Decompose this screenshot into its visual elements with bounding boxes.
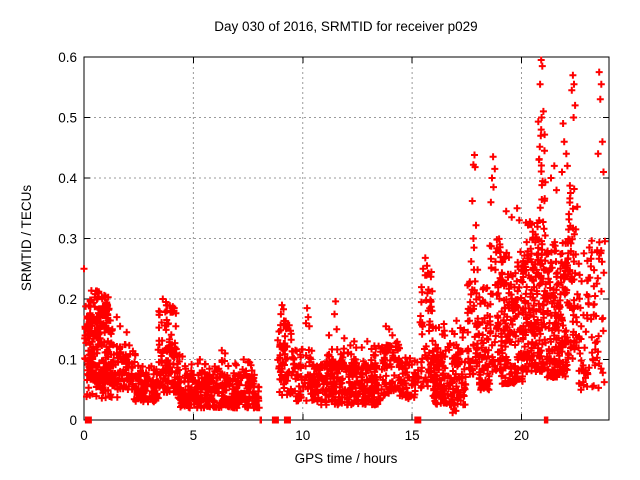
- x-tick-label: 10: [295, 428, 310, 443]
- zero-value-markers: [84, 416, 549, 424]
- tick-labels: 0 5 10 15 20 0 0.1 0.2 0.3 0.4 0.5 0.6: [58, 50, 529, 443]
- y-tick-label: 0.4: [58, 171, 77, 186]
- grid-lines: [84, 57, 609, 420]
- data-point-markers: [80, 56, 609, 417]
- y-tick-label: 0.6: [58, 50, 77, 65]
- y-axis-label: SRMTID / TECUs: [19, 185, 34, 292]
- y-tick-label: 0: [69, 413, 77, 428]
- x-tick-label: 0: [80, 428, 88, 443]
- y-tick-label: 0.5: [58, 111, 77, 126]
- zero-marker: [414, 416, 422, 424]
- x-tick-label: 20: [514, 428, 529, 443]
- y-tick-label: 0.1: [58, 353, 77, 368]
- y-tick-label: 0.3: [58, 232, 77, 247]
- x-axis-label: GPS time / hours: [295, 451, 398, 466]
- plot-frame: [83, 56, 610, 421]
- chart-title: Day 030 of 2016, SRMTID for receiver p02…: [214, 19, 477, 34]
- y-tick-label: 0.2: [58, 292, 77, 307]
- zero-marker: [84, 416, 92, 424]
- zero-marker: [271, 416, 279, 424]
- x-tick-label: 15: [405, 428, 420, 443]
- zero-marker: [545, 416, 549, 424]
- x-tick-label: 5: [190, 428, 198, 443]
- zero-marker: [283, 416, 291, 424]
- zero-marker: [259, 416, 262, 424]
- scatter-points: [80, 56, 609, 417]
- zero-marker: [543, 416, 547, 424]
